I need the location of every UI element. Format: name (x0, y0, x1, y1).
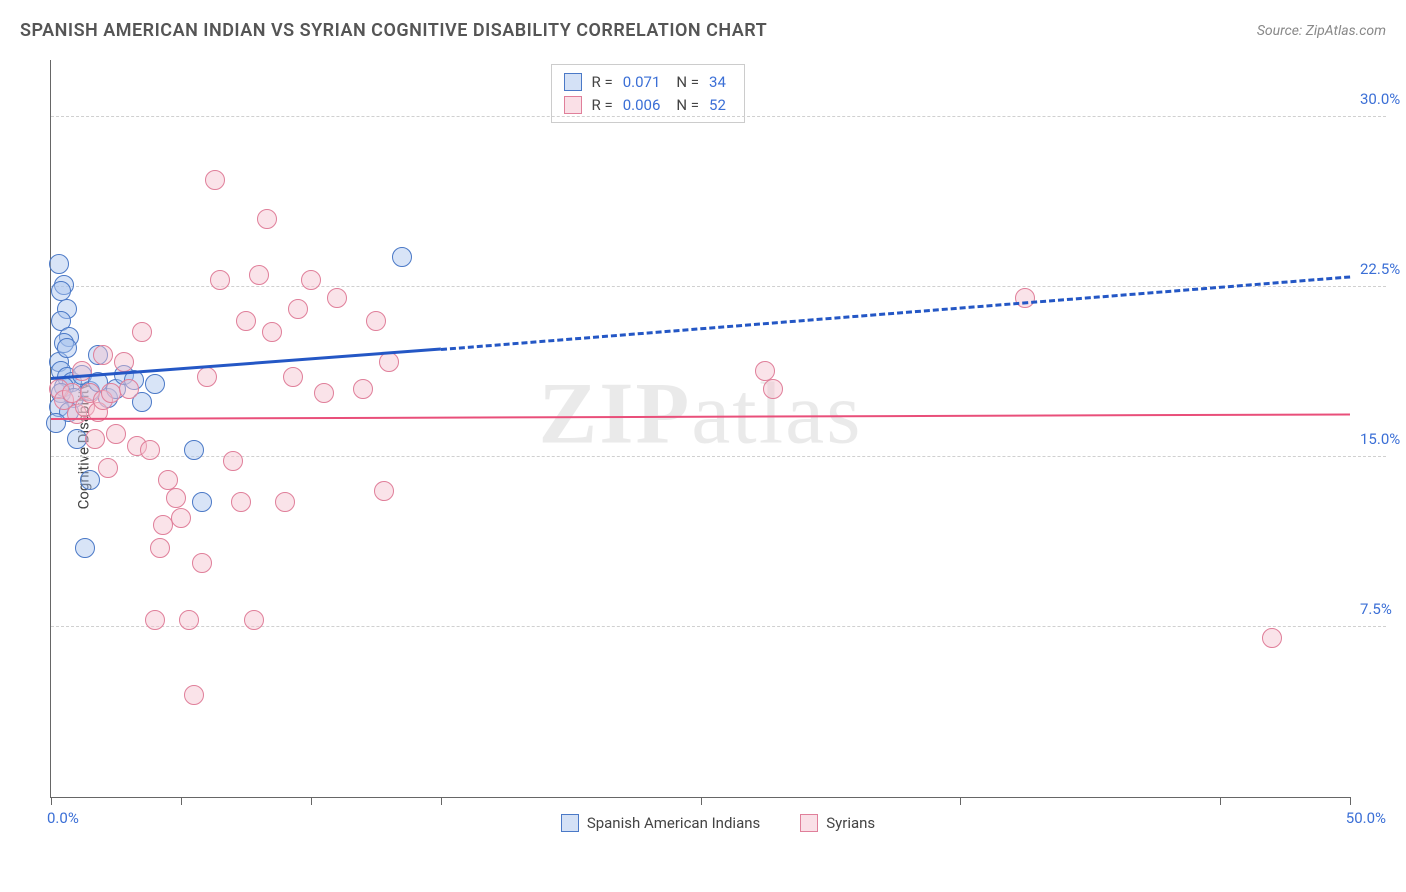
data-point-syr (192, 553, 212, 573)
data-point-syr (275, 492, 295, 512)
data-point-sai (145, 374, 165, 394)
legend-label-sai: Spanish American Indians (587, 814, 760, 832)
r-value-sai: 0.071 (623, 71, 661, 94)
data-point-syr (179, 610, 199, 630)
legend-label-syr: Syrians (826, 814, 875, 832)
data-point-sai (51, 281, 71, 301)
data-point-syr (85, 429, 105, 449)
n-value-sai: 34 (709, 71, 726, 94)
data-point-syr (366, 311, 386, 331)
source-attribution: Source: ZipAtlas.com (1257, 23, 1386, 39)
data-point-syr (93, 345, 113, 365)
trend-line-syr (51, 414, 1350, 421)
x-tick (181, 797, 182, 805)
data-point-syr (231, 492, 251, 512)
data-point-sai (49, 254, 69, 274)
data-point-syr (153, 515, 173, 535)
r-prefix: R = (592, 94, 613, 117)
data-point-syr (106, 424, 126, 444)
gridline-h (51, 116, 1386, 117)
legend-swatch-syr (564, 96, 582, 114)
legend-item-sai: Spanish American Indians (561, 814, 760, 832)
x-tick (1220, 797, 1221, 805)
data-point-syr (145, 610, 165, 630)
data-point-syr (257, 209, 277, 229)
data-point-syr (166, 488, 186, 508)
watermark-text: ZIPatlas (539, 363, 863, 464)
data-point-syr (262, 322, 282, 342)
data-point-sai (80, 470, 100, 490)
data-point-sai (192, 492, 212, 512)
data-point-syr (184, 685, 204, 705)
data-point-syr (283, 367, 303, 387)
data-point-syr (114, 352, 134, 372)
data-point-sai (392, 247, 412, 267)
r-value-syr: 0.006 (623, 94, 661, 117)
data-point-sai (75, 538, 95, 558)
r-legend-row-sai: R = 0.071 N = 34 (564, 71, 732, 94)
data-point-syr (150, 538, 170, 558)
data-point-syr (171, 508, 191, 528)
data-point-syr (158, 470, 178, 490)
data-point-syr (755, 361, 775, 381)
y-tick-label: 7.5% (1360, 600, 1406, 618)
data-point-sai (184, 440, 204, 460)
data-point-syr (236, 311, 256, 331)
data-point-syr (763, 379, 783, 399)
y-tick-label: 30.0% (1360, 90, 1406, 108)
y-tick-label: 22.5% (1360, 260, 1406, 278)
legend-swatch-syr (800, 814, 818, 832)
data-point-sai (46, 413, 66, 433)
correlation-legend: R = 0.071 N = 34 R = 0.006 N = 52 (551, 64, 745, 123)
data-point-syr (98, 458, 118, 478)
x-tick (960, 797, 961, 805)
data-point-syr (353, 379, 373, 399)
n-prefix: N = (676, 71, 699, 94)
data-point-syr (223, 451, 243, 471)
data-point-syr (1262, 628, 1282, 648)
legend-item-syr: Syrians (800, 814, 875, 832)
y-tick-label: 15.0% (1360, 430, 1406, 448)
n-prefix: N = (676, 94, 699, 117)
data-point-syr (1015, 288, 1035, 308)
x-tick (701, 797, 702, 805)
data-point-syr (288, 299, 308, 319)
data-point-syr (197, 367, 217, 387)
data-point-syr (119, 379, 139, 399)
legend-swatch-sai (564, 73, 582, 91)
gridline-h (51, 456, 1386, 457)
chart-header: SPANISH AMERICAN INDIAN VS SYRIAN COGNIT… (20, 20, 1386, 41)
chart-container: SPANISH AMERICAN INDIAN VS SYRIAN COGNIT… (0, 0, 1406, 892)
data-point-syr (314, 383, 334, 403)
data-point-syr (205, 170, 225, 190)
r-legend-row-syr: R = 0.006 N = 52 (564, 94, 732, 117)
data-point-syr (132, 322, 152, 342)
gridline-h (51, 286, 1386, 287)
data-point-syr (140, 440, 160, 460)
chart-title: SPANISH AMERICAN INDIAN VS SYRIAN COGNIT… (20, 20, 767, 41)
data-point-syr (327, 288, 347, 308)
r-prefix: R = (592, 71, 613, 94)
data-point-syr (249, 265, 269, 285)
n-value-syr: 52 (709, 94, 726, 117)
legend-swatch-sai (561, 814, 579, 832)
data-point-syr (210, 270, 230, 290)
series-legend: Spanish American Indians Syrians (50, 814, 1386, 832)
data-point-syr (101, 383, 121, 403)
data-point-syr (244, 610, 264, 630)
plot-wrap: Cognitive Disability ZIPatlas R =0.071N … (50, 60, 1386, 832)
x-tick (441, 797, 442, 805)
data-point-sai (57, 338, 77, 358)
plot-area: ZIPatlas R =0.071N =34R =0.006N =52 0.0%… (50, 60, 1350, 798)
x-tick (311, 797, 312, 805)
x-tick (51, 797, 52, 805)
x-tick (1350, 797, 1351, 805)
data-point-syr (374, 481, 394, 501)
data-point-syr (301, 270, 321, 290)
data-point-sai (67, 429, 87, 449)
